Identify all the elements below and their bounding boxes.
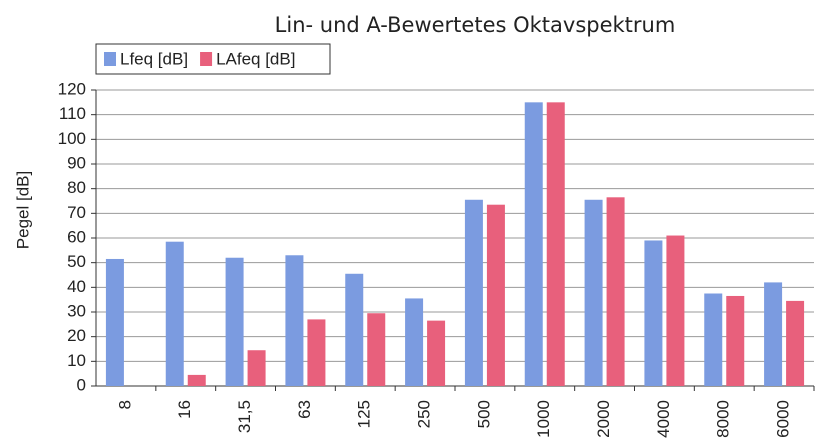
- bar: [187, 374, 206, 386]
- bar: [105, 258, 124, 386]
- y-tick-label: 40: [67, 277, 86, 296]
- bar: [464, 199, 483, 386]
- x-tick-label: 6000: [774, 400, 793, 438]
- x-tick-label: 2000: [594, 400, 613, 438]
- bar: [367, 313, 386, 386]
- legend-label: Lfeq [dB]: [120, 49, 188, 68]
- x-tick-label: 8000: [714, 400, 733, 438]
- bar: [405, 298, 424, 386]
- y-tick-label: 30: [67, 301, 86, 320]
- bar: [285, 255, 304, 386]
- bar: [225, 257, 244, 386]
- legend-box: [95, 43, 331, 75]
- x-tick-label: 8: [115, 400, 134, 409]
- bar: [704, 293, 723, 386]
- x-tick-label: 1000: [534, 400, 553, 438]
- bar: [606, 197, 625, 386]
- bar: [584, 199, 603, 386]
- y-tick-label: 120: [58, 79, 86, 98]
- x-tick-label: 16: [175, 400, 194, 419]
- y-tick-label: 70: [67, 203, 86, 222]
- y-tick-label: 60: [67, 227, 86, 246]
- bar: [165, 241, 184, 386]
- x-tick-label: 500: [474, 400, 493, 428]
- bar: [524, 102, 543, 386]
- y-tick-label: 50: [67, 252, 86, 271]
- bar: [666, 235, 685, 386]
- bar: [307, 319, 326, 386]
- y-tick-label: 10: [67, 351, 86, 370]
- y-tick-label: 20: [67, 326, 86, 345]
- bar: [786, 300, 805, 386]
- x-tick-label: 125: [355, 400, 374, 428]
- bar: [486, 204, 505, 386]
- x-tick-label: 31,5: [235, 400, 254, 433]
- y-axis-label: Pegel [dB]: [13, 171, 32, 249]
- bar: [644, 240, 663, 386]
- bar: [726, 295, 745, 386]
- y-tick-label: 100: [58, 129, 86, 148]
- bar: [764, 282, 783, 386]
- legend-label: LAfeq [dB]: [216, 49, 295, 68]
- legend-swatch: [200, 52, 213, 66]
- y-tick-label: 110: [59, 104, 86, 123]
- x-tick-label: 250: [415, 400, 434, 428]
- x-tick-label: 4000: [654, 400, 673, 438]
- legend-swatch: [104, 52, 116, 66]
- chart-title: Lin- und A-Bewertetes Oktavspektrum: [275, 13, 676, 37]
- y-tick-label: 0: [77, 375, 86, 394]
- bar: [546, 102, 565, 386]
- bar: [345, 273, 364, 386]
- y-tick-label: 90: [67, 153, 86, 172]
- y-tick-label: 80: [67, 178, 86, 197]
- x-tick-label: 63: [295, 400, 314, 419]
- bar: [247, 350, 266, 386]
- bar: [427, 320, 446, 386]
